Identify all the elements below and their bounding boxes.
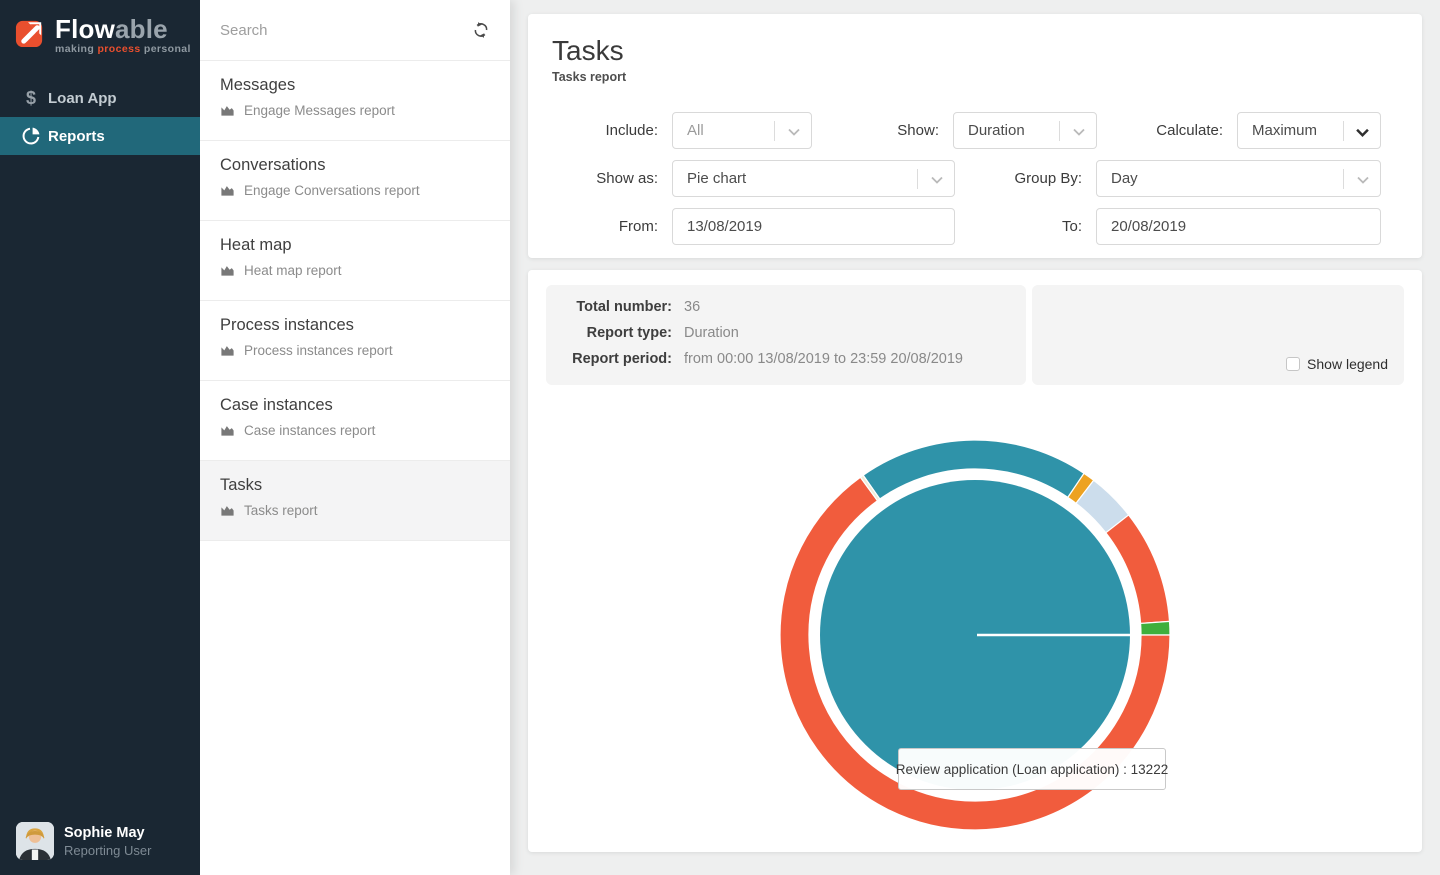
summary-label: Report type:: [562, 324, 672, 343]
area-chart-icon: [220, 343, 235, 358]
chevron-down-icon: [1357, 176, 1369, 184]
primary-nav: $ Loan App Reports: [0, 79, 200, 155]
summary-row: Report period: from 00:00 13/08/2019 to 2…: [562, 350, 1010, 369]
page-subtitle: Tasks report: [552, 70, 1422, 84]
primary-sidebar: Flowable making process personal $ Loan …: [0, 0, 200, 875]
brand-name: Flowable: [55, 16, 191, 42]
main-content: Tasks Tasks report Include: All Show: Du…: [510, 0, 1440, 875]
legend-box: Show legend: [1032, 285, 1404, 385]
summary-value: from 00:00 13/08/2019 to 23:59 20/08/201…: [684, 350, 963, 369]
area-chart-icon: [220, 183, 235, 198]
report-item-case-instances[interactable]: Case instances Case instances report: [200, 381, 510, 461]
summary-value: 36: [684, 298, 700, 317]
checkbox: [1286, 357, 1300, 371]
group-by-select[interactable]: Day: [1096, 160, 1381, 197]
show-legend-checkbox[interactable]: Show legend: [1286, 356, 1388, 372]
report-item-title: Heat map: [220, 236, 510, 255]
nav-item-label: Loan App: [48, 90, 117, 107]
report-item-title: Tasks: [220, 476, 510, 495]
summary-row: Report type: Duration: [562, 324, 1010, 343]
report-list: Messages Engage Messages report Conversati…: [200, 61, 510, 541]
calculate-label: Calculate:: [1093, 112, 1223, 149]
to-date-input[interactable]: 20/08/2019: [1096, 208, 1381, 245]
summary-label: Total number:: [562, 298, 672, 317]
nav-item-label: Reports: [48, 128, 105, 145]
show-label: Show:: [808, 112, 939, 149]
report-item-subtitle: Engage Messages report: [244, 103, 395, 118]
reports-sidebar: Messages Engage Messages report Conversati…: [200, 0, 510, 875]
brand-tagline: making process personal: [55, 43, 191, 55]
area-chart-icon: [220, 103, 235, 118]
report-item-subtitle: Heat map report: [244, 263, 342, 278]
pie-chart-icon: [21, 126, 41, 146]
summary-label: Report period:: [562, 350, 672, 369]
flowable-logo-icon: [14, 16, 47, 49]
search-input[interactable]: [220, 22, 472, 39]
report-item-subtitle: Case instances report: [244, 423, 375, 438]
report-summary: Total number:36Report type:DurationRepor…: [546, 285, 1026, 385]
report-item-title: Messages: [220, 76, 510, 95]
report-item-conversations[interactable]: Conversations Engage Conversations report: [200, 141, 510, 221]
nav-item-loan-app[interactable]: $ Loan App: [0, 79, 200, 117]
to-label: To:: [952, 208, 1082, 245]
user-role: Reporting User: [64, 843, 151, 858]
summary-row: Total number: 36: [562, 298, 1010, 317]
report-item-heat-map[interactable]: Heat map Heat map report: [200, 221, 510, 301]
summary-value: Duration: [684, 324, 739, 343]
report-item-process-instances[interactable]: Process instances Process instances repor…: [200, 301, 510, 381]
report-card: Total number:36Report type:DurationRepor…: [528, 270, 1422, 852]
report-item-tasks[interactable]: Tasks Tasks report: [200, 461, 510, 541]
search-bar: [200, 0, 510, 61]
area-chart-icon: [220, 263, 235, 278]
page-title: Tasks: [552, 36, 1422, 66]
chevron-down-icon: [931, 176, 943, 184]
report-item-messages[interactable]: Messages Engage Messages report: [200, 61, 510, 141]
report-item-subtitle: Tasks report: [244, 503, 318, 518]
chevron-down-icon: [1356, 128, 1369, 137]
from-date-input[interactable]: 13/08/2019: [672, 208, 955, 245]
report-item-title: Conversations: [220, 156, 510, 175]
from-label: From:: [528, 208, 658, 245]
include-label: Include:: [528, 112, 658, 149]
refresh-button[interactable]: [472, 21, 490, 39]
calculate-select[interactable]: Maximum: [1237, 112, 1381, 149]
show-as-label: Show as:: [528, 160, 658, 197]
nav-item-reports[interactable]: Reports: [0, 117, 200, 155]
chevron-down-icon: [1073, 128, 1085, 136]
report-item-title: Process instances: [220, 316, 510, 335]
flowable-app: Flowable making process personal $ Loan …: [0, 0, 1440, 875]
include-select[interactable]: All: [672, 112, 812, 149]
user-profile[interactable]: Sophie May Reporting User: [0, 813, 200, 869]
user-name: Sophie May: [64, 825, 151, 841]
report-item-subtitle: Process instances report: [244, 343, 393, 358]
area-chart-icon: [220, 423, 235, 438]
chevron-down-icon: [788, 128, 800, 136]
show-as-select[interactable]: Pie chart: [672, 160, 955, 197]
show-select[interactable]: Duration: [953, 112, 1097, 149]
area-chart-icon: [220, 503, 235, 518]
dollar-icon: $: [26, 88, 36, 109]
report-item-subtitle: Engage Conversations report: [244, 183, 420, 198]
refresh-icon: [472, 21, 490, 39]
report-item-title: Case instances: [220, 396, 510, 415]
avatar: [16, 822, 54, 860]
filters-card: Tasks Tasks report Include: All Show: Du…: [528, 14, 1422, 258]
group-by-label: Group By:: [952, 160, 1082, 197]
flowable-logo: Flowable making process personal: [0, 0, 200, 55]
show-legend-label: Show legend: [1307, 356, 1388, 372]
chart-tooltip: Review application (Loan application) : …: [898, 748, 1166, 790]
